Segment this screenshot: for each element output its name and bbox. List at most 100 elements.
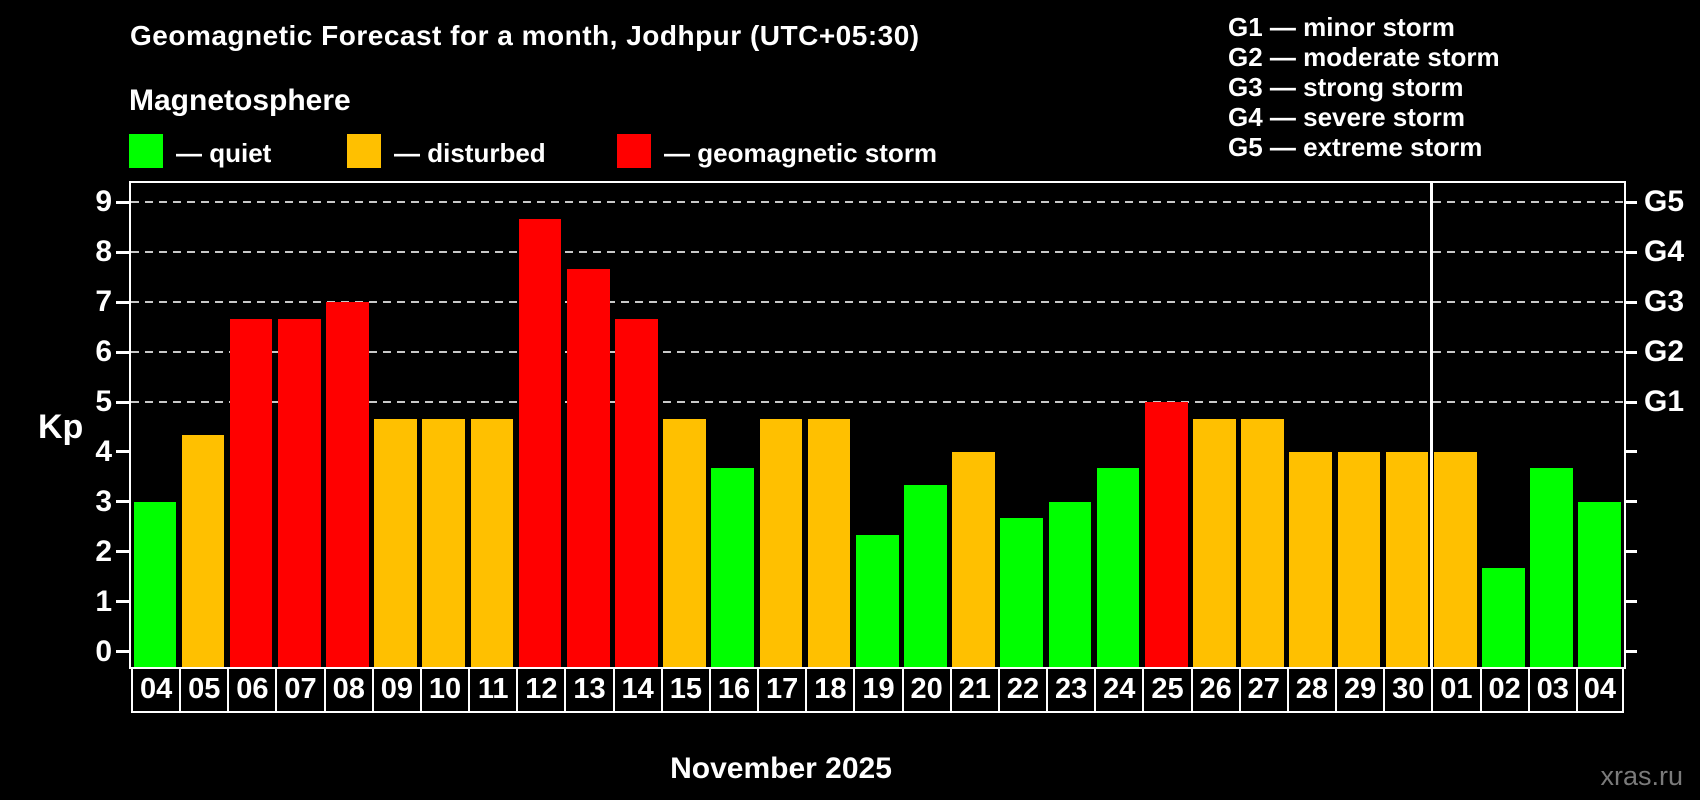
day-label-box: 24 — [1094, 667, 1145, 713]
bar-day-22 — [1000, 518, 1044, 667]
day-label-box: 14 — [612, 667, 663, 713]
y-tick-right-0 — [1624, 650, 1637, 654]
y-tick-label-4: 4 — [95, 434, 112, 468]
y-tick-label-9: 9 — [95, 185, 112, 219]
y-tick-left-7 — [116, 300, 129, 304]
day-label-box: 18 — [805, 667, 856, 713]
bar-day-09 — [374, 418, 417, 667]
y-tick-right-7 — [1624, 300, 1637, 304]
bar-day-26 — [1193, 418, 1236, 667]
y-tick-right-6 — [1624, 350, 1637, 354]
y-tick-right-2 — [1624, 550, 1637, 554]
y-tick-left-1 — [116, 600, 129, 604]
bar-day-29 — [1337, 451, 1381, 667]
storm-scale-g3: G3 — strong storm — [1228, 72, 1464, 102]
day-label-box: 20 — [901, 667, 952, 713]
storm-scale-g2: G2 — moderate storm — [1228, 42, 1500, 72]
storm-scale-g4: G4 — severe storm — [1228, 102, 1466, 132]
y-tick-left-6 — [116, 350, 129, 354]
day-label-box: 04 — [1575, 667, 1624, 713]
day-label-box: 30 — [1383, 667, 1434, 713]
y-tick-left-4 — [116, 450, 129, 454]
plot-area — [129, 181, 1626, 669]
y-tick-right-8 — [1624, 250, 1637, 254]
month-divider — [1429, 183, 1433, 667]
day-label-box: 15 — [660, 667, 711, 713]
g-scale-label-G4: G4 — [1644, 235, 1685, 269]
bar-day-17 — [759, 418, 803, 667]
day-label-box: 22 — [997, 667, 1049, 713]
y-tick-label-6: 6 — [95, 335, 112, 369]
y-tick-left-0 — [116, 650, 129, 654]
bar-day-11 — [470, 418, 514, 667]
bar-day-03 — [1530, 468, 1573, 667]
g-scale-label-G3: G3 — [1644, 285, 1685, 319]
bar-day-16 — [711, 468, 755, 667]
legend-swatch-quiet — [129, 134, 163, 168]
grid-line-kp9 — [131, 201, 1624, 204]
day-label-box: 05 — [179, 667, 230, 713]
bar-day-27 — [1241, 418, 1284, 667]
bar-day-18 — [807, 418, 851, 667]
day-label-box: 08 — [323, 667, 374, 713]
month-label: November 2025 — [670, 752, 892, 785]
bar-day-14 — [615, 318, 658, 667]
bar-day-28 — [1289, 451, 1333, 667]
y-tick-right-1 — [1624, 600, 1637, 604]
g-scale-label-G2: G2 — [1644, 335, 1685, 369]
y-tick-right-3 — [1624, 500, 1637, 504]
y-tick-left-8 — [116, 250, 129, 254]
day-label-box: 28 — [1286, 667, 1338, 713]
legend-label-quiet: — quiet — [176, 138, 272, 168]
day-label-box: 23 — [1046, 667, 1097, 713]
y-tick-right-4 — [1624, 450, 1637, 454]
day-label-box: 04 — [131, 667, 182, 713]
bar-day-10 — [422, 418, 466, 667]
day-label-box: 27 — [1238, 667, 1289, 713]
day-label-box: 13 — [564, 667, 615, 713]
bar-day-30 — [1385, 451, 1429, 667]
bar-day-20 — [904, 485, 947, 667]
bar-day-06 — [229, 318, 273, 667]
y-tick-label-5: 5 — [95, 385, 112, 419]
bar-day-05 — [181, 435, 225, 667]
y-tick-left-5 — [116, 400, 129, 404]
day-label-box: 26 — [1190, 667, 1241, 713]
bar-day-04 — [1578, 501, 1621, 667]
day-label-box: 17 — [757, 667, 808, 713]
day-label-box: 19 — [853, 667, 904, 713]
y-tick-label-0: 0 — [95, 634, 112, 668]
y-tick-label-8: 8 — [95, 235, 112, 269]
y-tick-left-3 — [116, 500, 129, 504]
day-label-box: 06 — [227, 667, 278, 713]
g-scale-label-G1: G1 — [1644, 385, 1685, 419]
legend-label-disturbed: — disturbed — [394, 138, 546, 168]
day-label-box: 03 — [1527, 667, 1578, 713]
day-label-box: 09 — [371, 667, 422, 713]
y-tick-label-3: 3 — [95, 484, 112, 518]
watermark: xras.ru — [1600, 761, 1683, 791]
bar-day-25 — [1144, 402, 1188, 667]
day-label-box: 16 — [708, 667, 760, 713]
bar-day-04 — [133, 501, 177, 667]
day-label-box: 21 — [949, 667, 1000, 713]
day-label-box: 01 — [1431, 667, 1482, 713]
grid-line-kp6 — [131, 351, 1624, 354]
y-tick-right-9 — [1624, 200, 1637, 204]
bar-day-12 — [518, 218, 562, 667]
bar-day-08 — [326, 302, 369, 667]
page-title: Geomagnetic Forecast for a month, Jodhpu… — [130, 20, 920, 51]
day-label-box: 29 — [1335, 667, 1386, 713]
legend-label-storm: — geomagnetic storm — [664, 138, 938, 168]
day-label-box: 07 — [275, 667, 326, 713]
day-label-box: 25 — [1142, 667, 1193, 713]
legend-swatch-storm — [617, 134, 651, 168]
storm-scale-g1: G1 — minor storm — [1228, 12, 1455, 42]
bar-day-21 — [952, 451, 995, 667]
day-label-box: 10 — [419, 667, 471, 713]
bar-day-01 — [1433, 451, 1477, 667]
legend-swatch-disturbed — [347, 134, 381, 168]
bar-day-07 — [277, 318, 321, 667]
storm-scale-g5: G5 — extreme storm — [1228, 132, 1483, 162]
